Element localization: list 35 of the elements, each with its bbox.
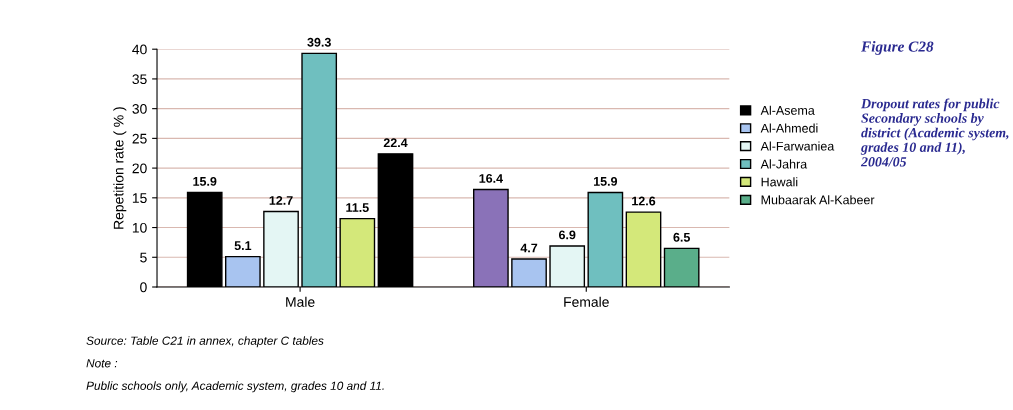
legend-label: Mubaarak Al-Kabeer [761,195,875,205]
data-label: 11.5 [346,203,369,212]
y-tick-label: 10 [132,222,147,233]
data-label: 6.5 [673,232,691,242]
y-tick-label: 20 [132,163,147,174]
legend-label: Al-Asema [760,105,815,115]
y-tick-label: 15 [132,193,147,203]
legend-label: Al-Ahmedi [760,123,818,133]
data-label: 15.9 [193,176,217,186]
data-label: 12.7 [269,196,293,205]
text: Public schools only, Academic system, grades 10 and 11. [86,381,384,393]
data-label: 6.9 [558,230,576,240]
y-tick-label: 40 [132,44,147,55]
text: Dropout rates for public Secondary schools by district (Academic system, grades 10 and 11), 2004/05 [860,98,1009,167]
data-label: 12.6 [632,196,656,206]
y-tick-label: 30 [132,103,147,114]
legend-label: Al-Farwaniea [760,141,835,151]
legend-label: Al-Jahra [760,159,808,169]
data-label: 16.4 [479,174,503,183]
x-tick-label: Male [286,296,315,307]
source-note: Source: Table C21 in annex, chapter C tables [86,336,324,348]
data-label: 15.9 [593,176,618,186]
data-label: 22.4 [383,138,408,148]
y-axis-title: Repetition rate ( % ) [113,107,127,229]
x-tick-label: Female [564,296,609,307]
data-label: 4.7 [520,243,538,253]
y-tick-label: 5 [140,252,147,263]
y-tick-label: 0 [140,282,147,293]
y-tick-label: 25 [132,133,147,144]
data-label: 5.1 [234,241,252,251]
legend-label: Hawali [761,177,798,187]
y-tick-label: 35 [132,74,147,85]
text: Figure C28 [861,41,934,55]
data-label: 39.3 [307,37,331,47]
text: Note : [86,359,118,368]
